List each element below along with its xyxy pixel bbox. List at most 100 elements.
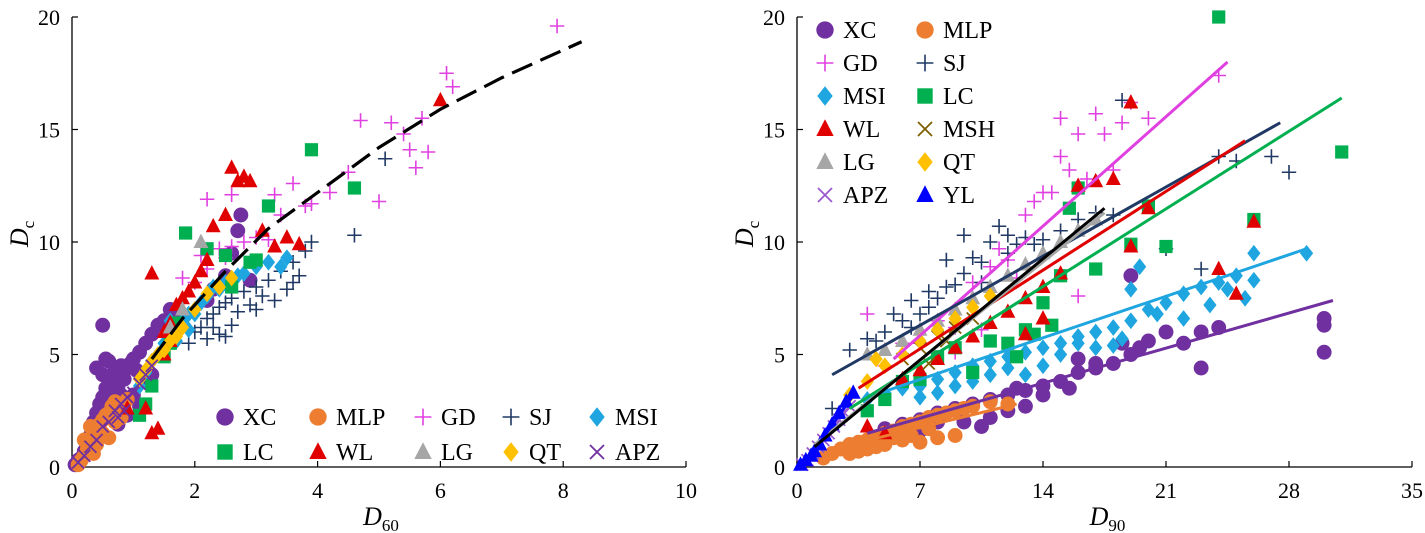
left-y-tick-label: 15	[38, 118, 60, 143]
left-legend-label-gd: GD	[441, 405, 476, 431]
right-point-sj	[930, 291, 945, 306]
right-legend-marker-msh	[917, 121, 933, 137]
left-point-sj	[193, 320, 209, 335]
right-point-qt	[913, 332, 927, 350]
right-point-msi	[966, 357, 980, 375]
left-point-wl	[181, 283, 197, 298]
left-fit-line-dashed	[150, 40, 583, 360]
right-legend-marker-xc	[816, 21, 834, 39]
right-point-msi	[1133, 258, 1147, 276]
left-point-wl	[267, 238, 283, 253]
left-x-tick-label: 8	[558, 478, 569, 503]
left-point-lc	[145, 379, 159, 393]
left-x-axis-label: D60	[362, 502, 399, 533]
right-point-sj	[983, 234, 998, 250]
left-legend-marker-lg	[414, 442, 432, 459]
right-x-tick-label: 28	[1278, 478, 1300, 503]
right-point-qt	[869, 350, 883, 368]
left-point-wl	[150, 420, 166, 435]
right-point-qt	[966, 298, 980, 316]
right-point-wl	[965, 328, 981, 343]
left-point-msi	[261, 253, 276, 271]
right-point-wl	[1228, 285, 1244, 300]
left-point-sj	[291, 268, 307, 283]
right-point-sj	[974, 255, 989, 270]
left-point-wl	[279, 229, 295, 244]
right-point-sj	[991, 219, 1007, 234]
right-point-yl	[838, 393, 854, 408]
left-point-apz	[89, 433, 104, 447]
left-legend-label-xc: XC	[243, 405, 276, 431]
left-legend-marker-apz	[589, 444, 605, 460]
right-point-sj	[921, 284, 936, 299]
left-point-apz	[111, 410, 125, 425]
left-point-gd	[371, 194, 387, 209]
right-point-wl	[1070, 177, 1086, 192]
right-point-msi	[983, 366, 997, 384]
right-point-sj	[904, 293, 919, 308]
left-point-apz	[145, 359, 159, 373]
right-x-tick-label: 35	[1401, 478, 1423, 503]
right-point-xc	[1316, 344, 1332, 360]
right-point-wl	[1053, 265, 1069, 280]
right-point-wl	[859, 418, 875, 433]
left-point-mlp	[101, 430, 117, 446]
right-point-xc	[1158, 324, 1174, 340]
left-point-sj	[377, 151, 393, 166]
right-point-lc	[1089, 262, 1103, 276]
right-point-sj	[1114, 93, 1130, 108]
right-point-msi	[1247, 271, 1261, 289]
left-legend-marker-gd	[414, 408, 432, 426]
right-point-gd	[1044, 185, 1059, 200]
left-legend-marker-mlp	[309, 408, 327, 426]
left-point-gd	[402, 142, 417, 157]
right-point-msi	[1089, 339, 1103, 357]
left-point-sj	[206, 306, 221, 322]
left-point-qt	[188, 301, 202, 318]
right-fit-line-msi	[866, 247, 1308, 399]
right-legend-marker-lc	[917, 88, 933, 104]
right-point-msi	[1194, 278, 1208, 296]
left-legend: XC MLP GD SJ MSI LC WL LG QT APZ	[216, 405, 660, 466]
left-point-sj	[236, 284, 252, 299]
left-point-gd	[420, 144, 436, 160]
left-point-wl	[144, 265, 160, 280]
right-point-msi	[1001, 359, 1015, 377]
left-point-qt	[225, 269, 239, 287]
right-point-qt	[895, 346, 910, 363]
right-point-msi	[1036, 339, 1050, 357]
right-point-wl	[982, 314, 998, 329]
left-point-lc	[249, 253, 263, 267]
right-legend-label-yl: YL	[943, 183, 975, 209]
left-point-sj	[230, 304, 245, 319]
left-point-msi	[182, 321, 196, 339]
right-point-lc	[1036, 296, 1050, 310]
right-x-tick-label: 21	[1155, 478, 1177, 503]
right-legend-marker-mlp	[916, 21, 934, 39]
right-point-sj	[939, 279, 954, 295]
left-point-wl	[193, 262, 209, 278]
right-point-sj	[824, 401, 840, 416]
right-point-yl	[845, 384, 861, 399]
right-point-sj	[947, 277, 963, 292]
right-point-msi	[1124, 280, 1138, 298]
right-legend-label-xc: XC	[843, 18, 876, 44]
left-point-gd	[445, 79, 460, 94]
right-point-sj	[1193, 261, 1209, 277]
right-fit-line-mlp	[831, 402, 1017, 451]
left-point-gd	[285, 176, 301, 191]
left-point-apz	[96, 419, 110, 434]
right-point-xc	[1123, 268, 1139, 284]
right-point-msi	[1159, 294, 1173, 312]
left-point-gd	[414, 111, 430, 126]
left-x-tick-label: 0	[67, 478, 78, 503]
left-point-wl	[205, 217, 221, 233]
right-point-wl	[947, 339, 963, 354]
right-point-sj	[842, 342, 857, 358]
left-point-qt	[212, 278, 226, 296]
left-y-axis-label: Dc	[5, 220, 38, 248]
right-fit-line-overall	[813, 207, 1106, 448]
right-point-msi	[1115, 330, 1129, 348]
right-legend-marker-msi	[817, 86, 833, 106]
